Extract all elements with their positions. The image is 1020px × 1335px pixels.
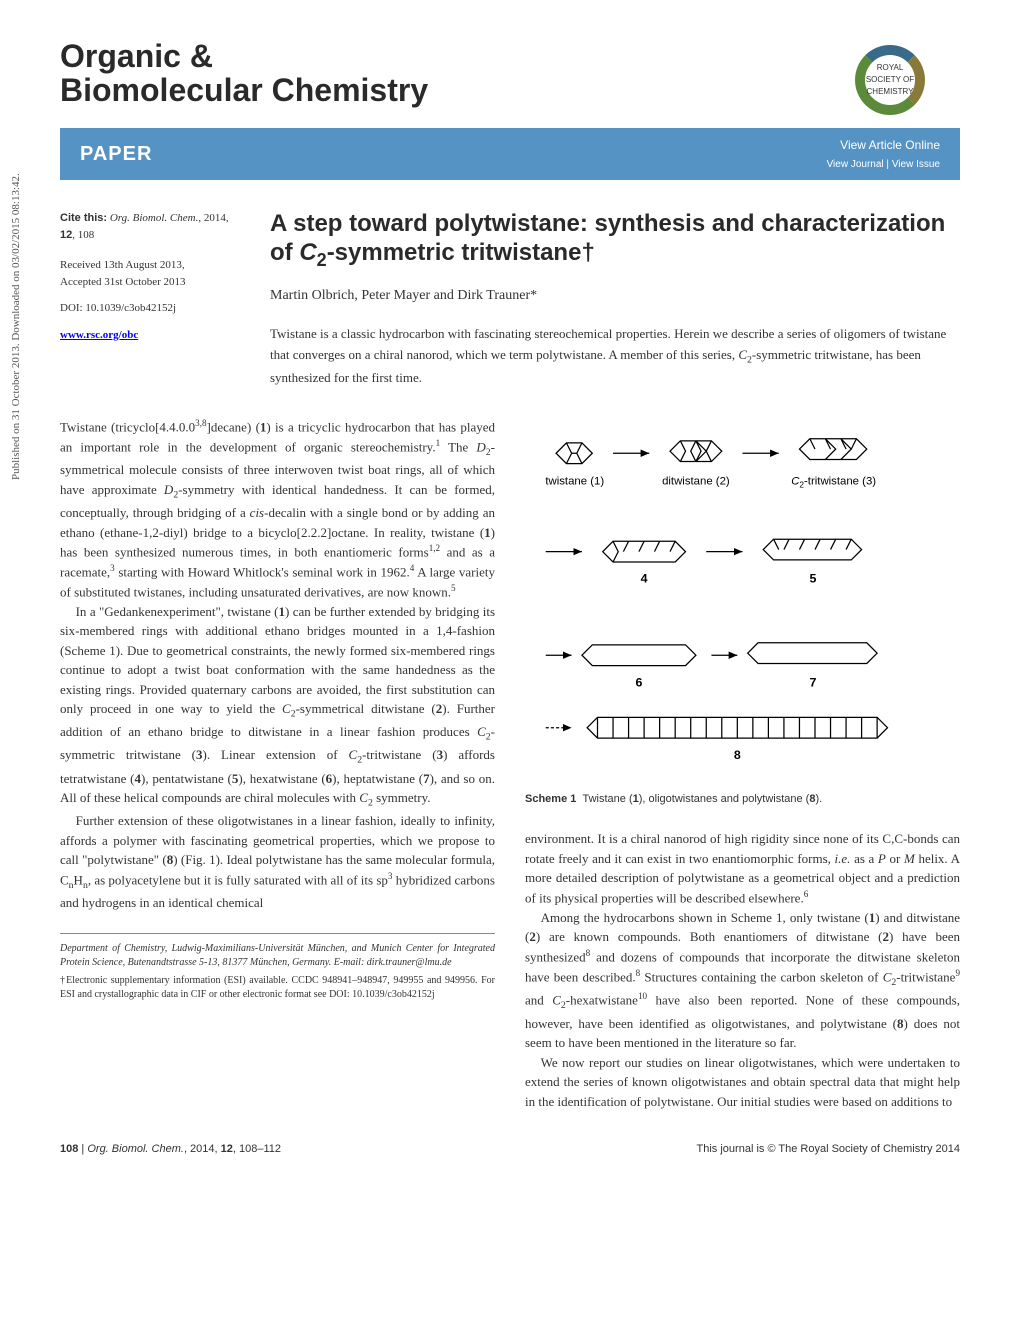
scheme-label-5: 5: [809, 572, 816, 586]
rsc-logo-icon: ROYAL SOCIETY OF CHEMISTRY: [855, 45, 925, 115]
para-3: Further extension of these oligotwistane…: [60, 811, 495, 913]
logo-text: ROYAL SOCIETY OF CHEMISTRY: [865, 62, 915, 98]
cite-journal: Org. Biomol. Chem.,: [110, 212, 201, 224]
cite-label: Cite this:: [60, 212, 107, 224]
left-text-column: Twistane (tricyclo[4.4.0.03,8]decane) (1…: [60, 417, 495, 1111]
header: Organic & Biomolecular Chemistry ROYAL S…: [60, 40, 960, 120]
view-links: View Article Online View Journal | View …: [827, 136, 940, 172]
journal-title: Organic & Biomolecular Chemistry: [60, 40, 428, 107]
journal-line2: Biomolecular Chemistry: [60, 72, 428, 108]
para-1: Twistane (tricyclo[4.4.0.03,8]decane) (1…: [60, 417, 495, 602]
abstract: Twistane is a classic hydrocarbon with f…: [270, 324, 960, 389]
cite-vol: 12: [60, 229, 72, 241]
accepted-date: Accepted 31st October 2013: [60, 274, 240, 291]
received-date: Received 13th August 2013,: [60, 257, 240, 274]
scheme-label-3: C2-tritwistane (3): [791, 475, 876, 489]
para-4: environment. It is a chiral nanorod of h…: [525, 829, 960, 907]
cite-page: , 108: [72, 229, 94, 241]
scheme-label-8: 8: [734, 748, 741, 762]
para-6: We now report our studies on linear olig…: [525, 1053, 960, 1112]
scheme-label-4: 4: [641, 572, 648, 586]
para-5: Among the hydrocarbons shown in Scheme 1…: [525, 908, 960, 1053]
scheme-label-6: 6: [635, 675, 642, 689]
scheme-1-figure: twistane (1) ditwistane (2) C2-tritwista…: [525, 417, 960, 780]
esi-note: †Electronic supplementary information (E…: [60, 974, 495, 1002]
footnotes: Department of Chemistry, Ludwig-Maximili…: [60, 933, 495, 1002]
scheme-label-7: 7: [809, 675, 816, 689]
cite-year: 2014,: [204, 212, 229, 224]
view-issue-link[interactable]: View Issue: [892, 159, 940, 170]
article-title: A step toward polytwistane: synthesis an…: [270, 210, 960, 271]
paper-label: PAPER: [80, 139, 152, 169]
rsc-logo: ROYAL SOCIETY OF CHEMISTRY: [820, 40, 960, 120]
affiliation: Department of Chemistry, Ludwig-Maximili…: [60, 942, 495, 970]
meta-column: Cite this: Org. Biomol. Chem., 2014, 12,…: [60, 210, 240, 389]
right-text: environment. It is a chiral nanorod of h…: [525, 829, 960, 1111]
para-2: In a "Gedankenexperiment", twistane (1) …: [60, 602, 495, 812]
right-column: twistane (1) ditwistane (2) C2-tritwista…: [525, 417, 960, 1111]
download-info: Published on 31 October 2013. Downloaded…: [8, 173, 25, 480]
doi: DOI: 10.1039/c3ob42152j: [60, 300, 240, 317]
scheme-label-2: ditwistane (2): [662, 475, 730, 487]
paper-bar: PAPER View Article Online View Journal |…: [60, 128, 960, 180]
view-journal-link[interactable]: View Journal: [827, 159, 884, 170]
footer-right: This journal is © The Royal Society of C…: [697, 1141, 960, 1158]
view-article-online-link[interactable]: View Article Online: [840, 138, 940, 152]
authors: Martin Olbrich, Peter Mayer and Dirk Tra…: [270, 285, 960, 306]
page-footer: 108 | Org. Biomol. Chem., 2014, 12, 108–…: [60, 1141, 960, 1158]
content-column: A step toward polytwistane: synthesis an…: [270, 210, 960, 389]
scheme-1-caption: Scheme 1 Twistane (1), oligotwistanes an…: [525, 791, 960, 808]
scheme-label-1: twistane (1): [545, 475, 604, 487]
footer-left: 108 | Org. Biomol. Chem., 2014, 12, 108–…: [60, 1141, 281, 1158]
journal-line1: Organic &: [60, 38, 213, 74]
cite-this: Cite this: Org. Biomol. Chem., 2014, 12,…: [60, 210, 240, 243]
journal-url-link[interactable]: www.rsc.org/obc: [60, 329, 138, 341]
